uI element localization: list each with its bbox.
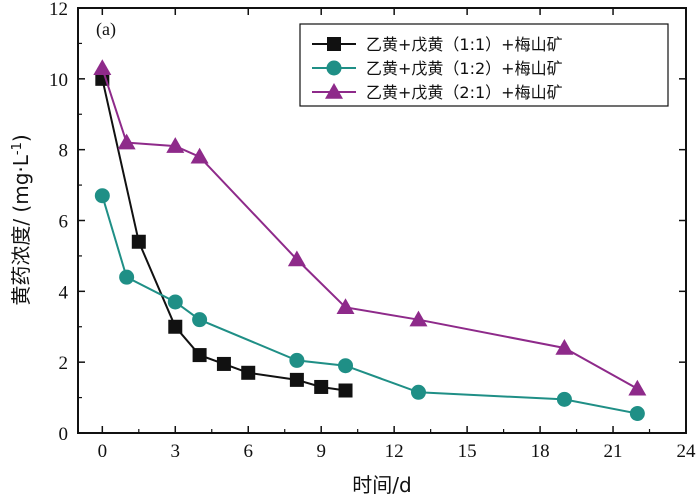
- series-square: [95, 71, 353, 398]
- y-axis-title-superscript: -1: [10, 142, 25, 155]
- data-point: [192, 312, 208, 328]
- x-tick-label: 0: [98, 441, 108, 462]
- x-tick-label: 3: [171, 441, 181, 462]
- x-tick-label: 12: [385, 441, 404, 462]
- y-axis-title-main: 黄药浓度/ (mg·L: [9, 154, 33, 305]
- legend: 乙黄+戊黄（1:1）+梅山矿乙黄+戊黄（1:2）+梅山矿乙黄+戊黄（2:1）+梅…: [299, 23, 669, 107]
- y-tick-label: 0: [59, 424, 69, 445]
- x-tick-label: 15: [458, 441, 477, 462]
- data-point: [287, 250, 306, 267]
- data-point: [338, 358, 354, 374]
- data-point: [410, 384, 426, 400]
- data-point: [628, 379, 647, 396]
- data-point: [94, 188, 110, 204]
- y-tick-label: 2: [59, 353, 69, 374]
- legend-label: 乙黄+戊黄（1:1）+梅山矿: [366, 35, 563, 54]
- series-triangle: [93, 59, 647, 396]
- legend-item: 乙黄+戊黄（1:2）+梅山矿: [312, 59, 563, 78]
- data-point: [556, 391, 572, 407]
- legend-item: 乙黄+戊黄（2:1）+梅山矿: [312, 83, 563, 102]
- data-point: [190, 147, 209, 164]
- data-point: [338, 383, 353, 398]
- y-tick-label: 4: [59, 282, 69, 303]
- x-tick-label: 9: [316, 441, 326, 462]
- panel-label: (a): [96, 19, 116, 40]
- y-tick-label: 10: [49, 70, 68, 91]
- data-point: [409, 310, 428, 327]
- data-point: [166, 137, 185, 153]
- legend-box: [299, 23, 669, 107]
- data-point: [289, 352, 305, 368]
- data-point: [119, 269, 135, 285]
- data-point: [555, 339, 574, 355]
- data-point: [314, 379, 329, 394]
- legend-marker: [325, 83, 343, 99]
- y-tick-label: 8: [59, 141, 69, 162]
- legend-marker: [327, 37, 341, 51]
- x-axis-title: 时间/d: [352, 473, 411, 497]
- x-tick-label: 18: [531, 441, 550, 462]
- y-axis-title-close: ): [9, 134, 33, 142]
- x-tick-label: 6: [243, 441, 253, 462]
- series-circle: [94, 188, 645, 422]
- data-point: [336, 298, 355, 315]
- data-point: [95, 71, 110, 86]
- data-point: [192, 348, 207, 363]
- data-point: [241, 365, 256, 380]
- x-tick-label: 21: [604, 441, 623, 462]
- legend-label: 乙黄+戊黄（1:2）+梅山矿: [366, 59, 563, 78]
- data-point: [216, 356, 231, 371]
- series-line: [101, 67, 638, 390]
- data-point: [93, 59, 112, 75]
- x-tick-label: 24: [677, 441, 697, 462]
- y-tick-label: 12: [49, 0, 68, 20]
- data-point: [131, 234, 146, 249]
- legend-marker: [326, 60, 342, 76]
- data-point: [117, 133, 136, 150]
- data-point: [167, 294, 183, 310]
- data-point: [629, 406, 645, 422]
- y-tick-label: 6: [59, 212, 69, 233]
- series-line: [101, 78, 346, 392]
- series-line: [101, 195, 638, 415]
- legend-item: 乙黄+戊黄（1:1）+梅山矿: [312, 35, 563, 54]
- y-axis-title: 黄药浓度/ (mg·L-1): [9, 134, 33, 305]
- data-point: [289, 372, 304, 387]
- legend-label: 乙黄+戊黄（2:1）+梅山矿: [366, 83, 563, 102]
- data-point: [168, 319, 183, 334]
